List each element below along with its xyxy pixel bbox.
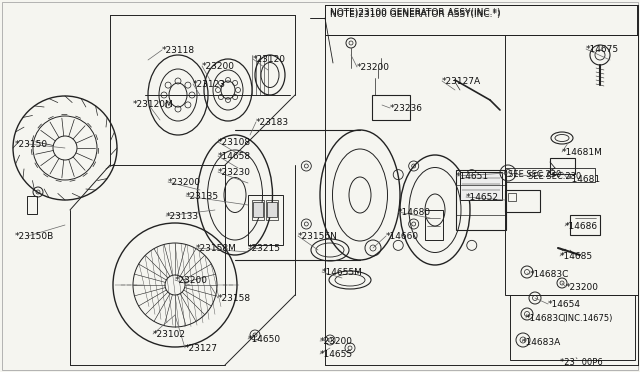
- Text: *14683C: *14683C: [526, 314, 565, 323]
- Text: *23230: *23230: [218, 168, 251, 177]
- Text: *23158M: *23158M: [196, 244, 237, 253]
- Text: *14660: *14660: [386, 232, 419, 241]
- Bar: [505, 190, 540, 212]
- Text: *14651: *14651: [456, 172, 489, 181]
- Text: *23150: *23150: [15, 140, 48, 149]
- Bar: [460, 172, 502, 200]
- Text: *14655: *14655: [320, 350, 353, 359]
- Text: *14683C: *14683C: [530, 270, 570, 279]
- Text: *14680: *14680: [398, 208, 431, 217]
- Text: *23118: *23118: [162, 46, 195, 55]
- Text: NOTE)23100 GENERATOR ASSY(INC.*): NOTE)23100 GENERATOR ASSY(INC.*): [330, 8, 500, 17]
- Text: *23123: *23123: [193, 80, 226, 89]
- Text: *14652: *14652: [466, 193, 499, 202]
- Text: *23127A: *23127A: [442, 77, 481, 86]
- Text: *23200: *23200: [175, 276, 208, 285]
- Text: *23127: *23127: [185, 344, 218, 353]
- Text: *23108: *23108: [218, 138, 251, 147]
- Bar: [266, 200, 278, 220]
- Text: *14686: *14686: [565, 222, 598, 231]
- Bar: [508, 193, 516, 201]
- Bar: [325, 5, 637, 35]
- Bar: [27, 196, 37, 214]
- Text: *23150B: *23150B: [15, 232, 54, 241]
- Text: *14681: *14681: [568, 175, 601, 184]
- Text: NOTE)23100 GENERATOR ASSY(INC.*): NOTE)23100 GENERATOR ASSY(INC.*): [330, 10, 500, 19]
- Bar: [372, 95, 410, 120]
- Text: *23200: *23200: [202, 62, 235, 71]
- Text: *23156N: *23156N: [298, 232, 338, 241]
- Text: *23200: *23200: [320, 337, 353, 346]
- Text: *23120M: *23120M: [133, 100, 173, 109]
- Text: *23102: *23102: [153, 330, 186, 339]
- Bar: [505, 168, 595, 182]
- Text: *23` 00P6: *23` 00P6: [560, 358, 603, 367]
- Text: *23133: *23133: [166, 212, 199, 221]
- Bar: [425, 210, 443, 240]
- Text: *23158: *23158: [218, 294, 251, 303]
- Bar: [253, 202, 263, 217]
- Bar: [550, 158, 575, 174]
- Bar: [252, 200, 264, 220]
- Text: *23200: *23200: [168, 178, 201, 187]
- Text: SEE SEC.230: SEE SEC.230: [508, 170, 561, 179]
- Text: SEE SEC.230: SEE SEC.230: [528, 172, 581, 181]
- Text: *14658: *14658: [218, 152, 251, 161]
- Bar: [505, 35, 638, 295]
- Text: *14681M: *14681M: [562, 148, 603, 157]
- Bar: [248, 195, 283, 245]
- Text: *23120: *23120: [253, 55, 286, 64]
- Text: *14683A: *14683A: [522, 338, 561, 347]
- Text: *23236: *23236: [390, 104, 423, 113]
- Text: *14675: *14675: [586, 45, 619, 54]
- Bar: [267, 202, 277, 217]
- Bar: [570, 215, 600, 235]
- Text: *23135: *23135: [186, 192, 219, 201]
- Text: *14654: *14654: [548, 300, 581, 309]
- Text: *14650: *14650: [248, 335, 281, 344]
- Text: (INC.14675): (INC.14675): [562, 314, 612, 323]
- Text: *23183: *23183: [256, 118, 289, 127]
- Text: *14655M: *14655M: [322, 268, 363, 277]
- Text: *23215: *23215: [248, 244, 281, 253]
- Bar: [456, 170, 506, 230]
- Bar: [510, 295, 635, 360]
- Text: *14685: *14685: [560, 252, 593, 261]
- Text: *23200: *23200: [566, 283, 599, 292]
- Text: *23200: *23200: [357, 63, 390, 72]
